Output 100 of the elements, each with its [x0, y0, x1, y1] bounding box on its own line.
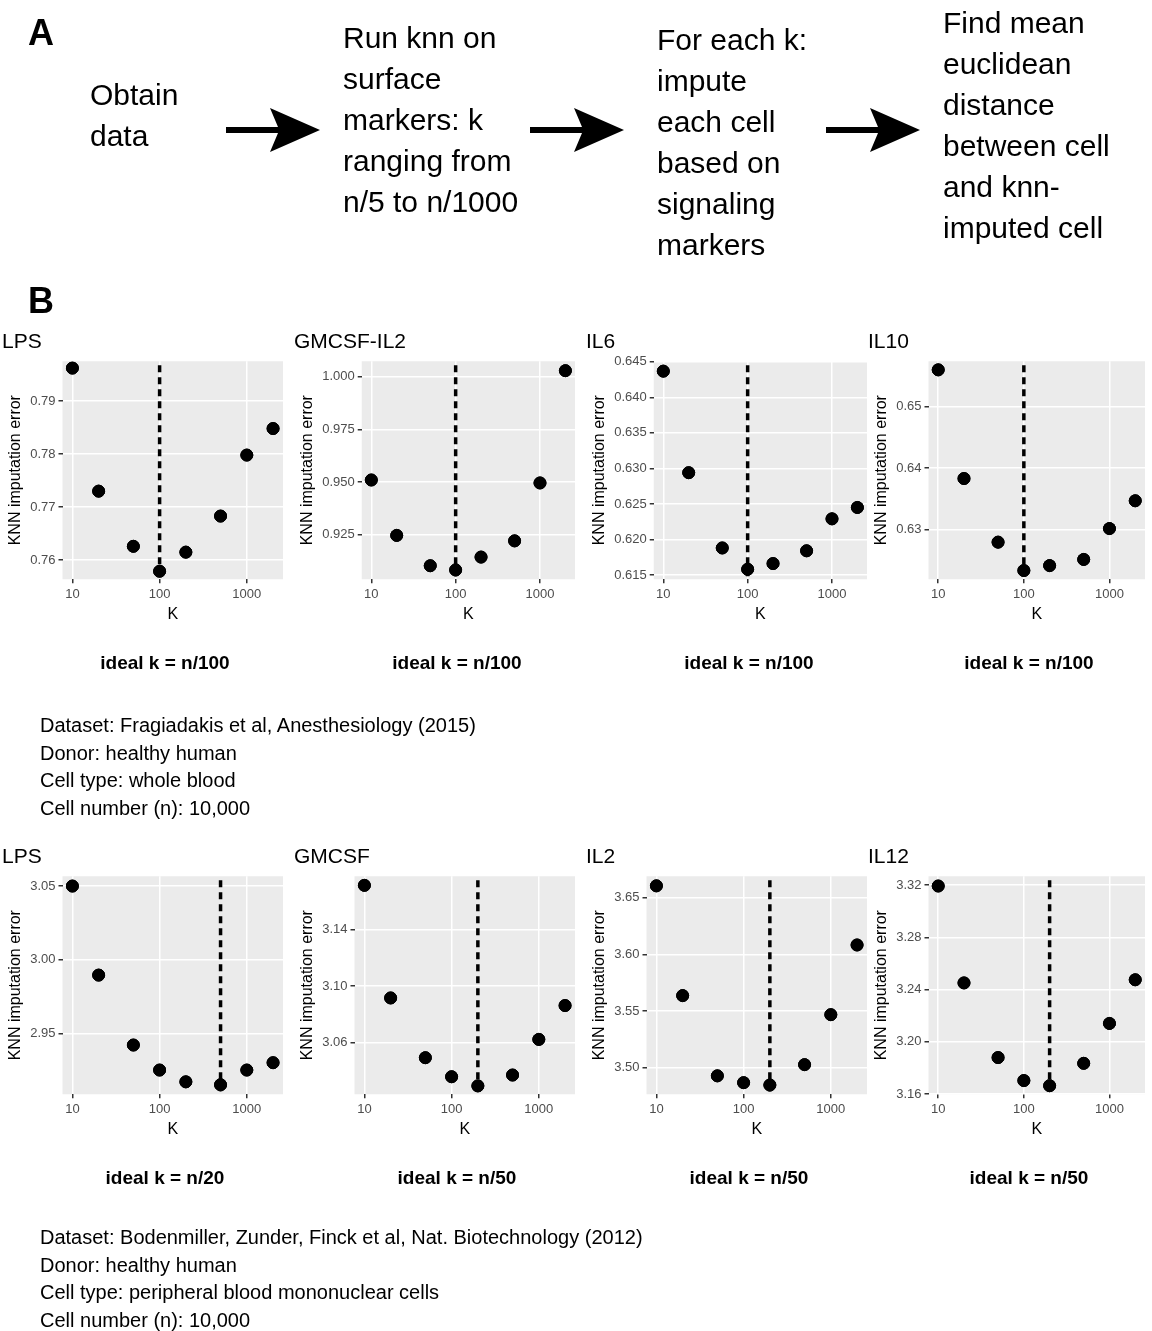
point — [931, 363, 945, 377]
text: Run knn on surface markers: k ranging from n/5 to n/1000 — [343, 20, 520, 220]
text: Cell number (n): 10,000 — [40, 795, 252, 821]
text: ideal k = n/50 — [688, 1167, 810, 1189]
text: Cell type: peripheral blood mononuclear cells — [40, 1280, 441, 1305]
chart-title: LPS — [2, 844, 42, 868]
x-tick-label: 100 — [444, 585, 467, 601]
chart-title: LPS — [2, 329, 42, 353]
y-axis-title: KNN imputation error — [590, 909, 608, 1061]
y-axis-title: KNN imputation error — [298, 909, 316, 1061]
y-tick-label: 3.05 — [30, 877, 56, 893]
point — [1102, 522, 1116, 536]
x-tick-label: 100 — [736, 585, 759, 601]
y-tick-label: 3.06 — [322, 1034, 348, 1050]
text: Dataset: Fragiadakis et al, Anesthesiology (2015) — [40, 713, 477, 738]
x-tick-label: 10 — [649, 1100, 664, 1116]
y-tick-label: 3.55 — [614, 1002, 640, 1018]
chart-title: IL12 — [868, 844, 909, 868]
y-tick-label: 0.640 — [614, 388, 647, 404]
text: Cell number (n): 10,000 — [40, 1307, 252, 1331]
y-tick-label: 3.10 — [322, 977, 348, 993]
x-tick-label: 100 — [732, 1100, 755, 1116]
y-axis-title: KNN imputation error — [6, 909, 24, 1061]
x-tick-label: 1000 — [525, 585, 555, 601]
text: Donor: healthy human — [40, 740, 238, 766]
y-tick-label: 3.50 — [614, 1059, 640, 1075]
x-tick-label: 1000 — [1095, 585, 1124, 601]
point — [1017, 564, 1031, 578]
text: ideal k = n/100 — [99, 652, 231, 674]
y-tick-label: 0.79 — [30, 392, 56, 408]
text: Cell type: whole blood — [40, 768, 237, 793]
point — [1043, 559, 1057, 573]
x-tick-label: 100 — [1012, 585, 1035, 601]
text: Donor: healthy human — [40, 1252, 238, 1278]
y-tick-label: 0.645 — [614, 353, 647, 369]
text: ideal k = n/20 — [104, 1167, 226, 1189]
y-tick-label: 0.65 — [896, 397, 922, 413]
y-tick-label: 0.78 — [30, 445, 56, 461]
y-tick-label: 3.28 — [896, 928, 922, 944]
x-tick-label: 10 — [930, 1100, 946, 1116]
x-axis-title: K — [459, 1119, 471, 1137]
x-tick-label: 100 — [440, 1100, 463, 1116]
y-tick-label: 0.635 — [614, 424, 647, 440]
x-tick-label: 1000 — [817, 585, 847, 601]
text: ideal k = n/100 — [683, 652, 815, 674]
x-tick-label: 100 — [148, 1100, 171, 1116]
x-tick-label: 10 — [656, 585, 671, 601]
text: ideal k = n/100 — [963, 652, 1095, 674]
y-tick-label: 3.24 — [896, 981, 922, 997]
text: ideal k = n/50 — [968, 1167, 1090, 1189]
y-tick-label: 0.630 — [614, 460, 647, 475]
text: A — [28, 12, 54, 54]
y-tick-label: 0.620 — [614, 531, 647, 547]
x-tick-label: 1000 — [232, 585, 262, 601]
y-tick-label: 0.950 — [322, 473, 355, 489]
x-axis-title: K — [167, 1119, 179, 1137]
chart-title: IL2 — [586, 844, 616, 868]
chart-title: IL6 — [586, 329, 616, 353]
text: ideal k = n/50 — [396, 1167, 518, 1189]
chart-title: GMCSF — [294, 844, 370, 868]
y-tick-label: 0.925 — [322, 526, 355, 542]
x-axis-title: K — [167, 604, 179, 622]
y-tick-label: 0.64 — [896, 459, 922, 475]
x-tick-label: 1000 — [816, 1100, 846, 1116]
y-tick-label: 3.14 — [322, 921, 348, 937]
point — [1043, 1079, 1057, 1093]
chart-title: GMCSF-IL2 — [294, 329, 407, 353]
text: B — [28, 280, 54, 322]
y-tick-label: 0.975 — [322, 421, 355, 437]
x-tick-label: 1000 — [524, 1100, 554, 1116]
y-tick-label: 0.77 — [30, 498, 56, 514]
text: Obtain data — [90, 77, 180, 154]
y-tick-label: 3.65 — [614, 889, 640, 905]
text: Dataset: Bodenmiller, Zunder, Finck et al, Nat. Biotechnology (2012) — [40, 1225, 644, 1250]
x-tick-label: 10 — [930, 585, 946, 601]
y-tick-label: 0.63 — [896, 521, 922, 537]
text: Find mean euclidean distance between cell and knn-imputed cell — [943, 5, 1111, 246]
text: ideal k = n/100 — [391, 652, 523, 674]
x-axis-title: K — [1031, 604, 1043, 622]
x-tick-label: 10 — [364, 585, 379, 601]
x-tick-label: 10 — [357, 1100, 372, 1116]
point — [1017, 1074, 1031, 1088]
point — [1128, 494, 1142, 508]
y-axis-title: KNN imputation error — [590, 394, 608, 546]
point — [1128, 973, 1142, 987]
point — [1102, 1016, 1116, 1030]
x-tick-label: 10 — [65, 585, 80, 601]
x-tick-label: 100 — [148, 585, 171, 601]
x-tick-label: 1000 — [232, 1100, 262, 1116]
x-tick-label: 1000 — [1095, 1100, 1124, 1116]
y-tick-label: 3.20 — [896, 1033, 922, 1049]
y-tick-label: 2.95 — [30, 1024, 56, 1040]
y-tick-label: 3.60 — [614, 945, 640, 961]
y-axis-title: KNN imputation error — [872, 394, 890, 546]
x-tick-label: 100 — [1012, 1100, 1035, 1116]
y-tick-label: 1.000 — [322, 368, 355, 384]
y-tick-label: 3.32 — [896, 876, 922, 892]
y-axis-title: KNN imputation error — [872, 909, 890, 1061]
x-tick-label: 10 — [65, 1100, 80, 1116]
y-tick-label: 3.16 — [896, 1085, 922, 1101]
